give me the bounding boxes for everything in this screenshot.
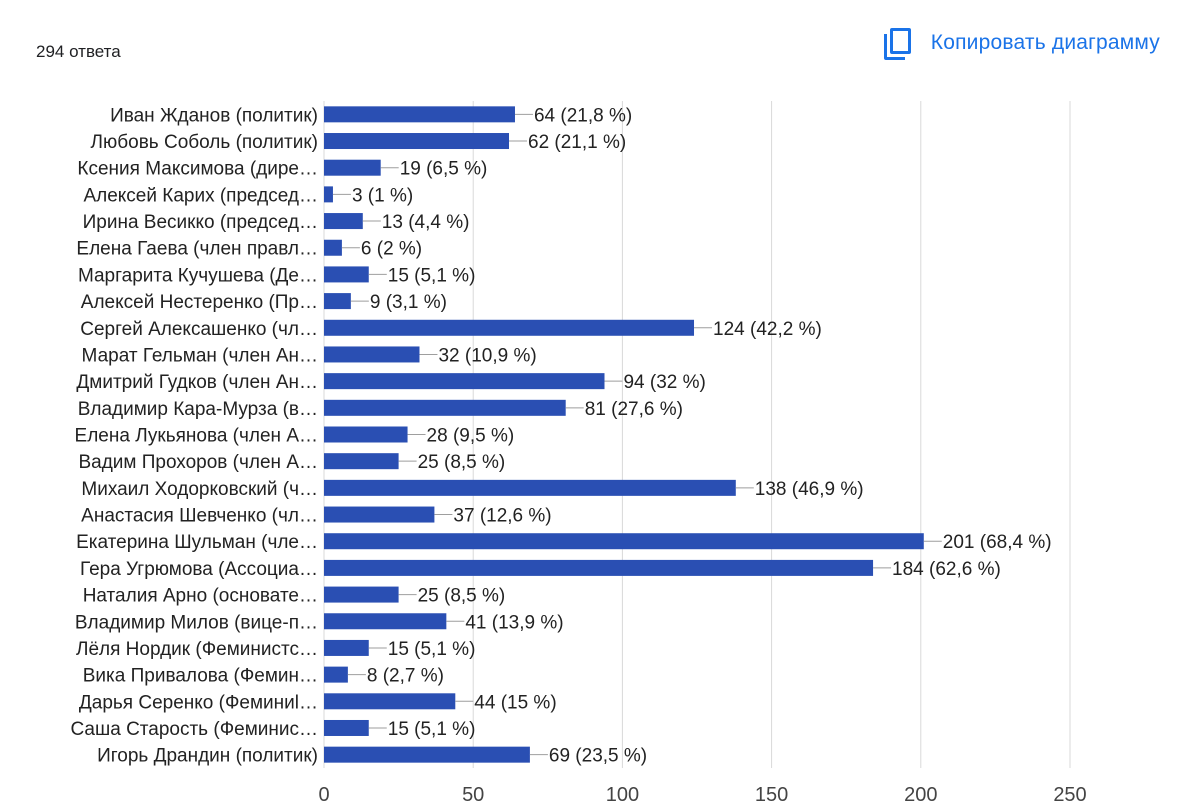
copy-chart-button[interactable]: Копировать диаграмму: [883, 26, 1160, 60]
bar: [324, 346, 420, 363]
category-label: Ирина Весикко (председ…: [83, 212, 318, 233]
data-label: 28 (9,5 %): [427, 426, 515, 447]
category-label: Михаил Ходорковский (ч…: [81, 479, 318, 500]
category-label: Лёля Нордик (Феминистс…: [76, 639, 318, 660]
category-label: Владимир Кара-Мурза (в…: [78, 399, 318, 420]
bar: [324, 639, 369, 656]
x-tick-label: 150: [755, 784, 788, 806]
data-label: 32 (10,9 %): [438, 345, 536, 366]
bar: [324, 133, 510, 150]
bar: [324, 613, 447, 630]
bar: [324, 399, 566, 416]
x-tick-label: 50: [462, 784, 484, 806]
category-label: Екатерина Шульман (чле…: [76, 532, 318, 553]
x-tick-label: 100: [606, 784, 639, 806]
data-label: 6 (2 %): [361, 239, 422, 260]
category-label: Маргарита Кучушева (Де…: [78, 265, 318, 286]
response-count: 294 ответа: [36, 42, 121, 61]
category-label: Дмитрий Гудков (член Ан…: [76, 372, 318, 393]
bar: [324, 239, 342, 256]
data-label: 62 (21,1 %): [528, 132, 626, 153]
category-label: Алексей Нестеренко (Пр…: [81, 292, 318, 313]
bar: [324, 666, 348, 683]
bar: [324, 186, 333, 203]
bar: [324, 479, 736, 496]
bar: [324, 693, 456, 710]
category-label: Иван Жданов (политик): [110, 105, 318, 126]
data-label: 81 (27,6 %): [585, 399, 683, 420]
data-label: 15 (5,1 %): [388, 265, 476, 286]
category-label: Дарья Серенко (Феминиl…: [79, 692, 318, 713]
bar: [324, 106, 515, 123]
data-label: 44 (15 %): [474, 692, 556, 713]
category-label: Марат Гельман (член Ан…: [82, 345, 318, 366]
x-tick-label: 250: [1053, 784, 1086, 806]
category-label: Владимир Милов (вице-п…: [75, 612, 318, 633]
bar: [324, 453, 399, 470]
bar: [324, 319, 695, 336]
category-label: Елена Лукьянова (член А…: [75, 426, 318, 447]
bar: [324, 266, 369, 283]
data-label: 41 (13,9 %): [465, 612, 563, 633]
category-label: Игорь Драндин (политик): [97, 746, 318, 767]
bar: [324, 159, 381, 176]
category-label: Наталия Арно (основате…: [83, 586, 318, 607]
data-label: 19 (6,5 %): [400, 159, 488, 180]
data-label: 64 (21,8 %): [534, 105, 632, 126]
category-label: Вика Привалова (Фемин…: [83, 666, 318, 687]
data-label: 37 (12,6 %): [453, 506, 551, 527]
category-label: Елена Гаева (член правл…: [76, 239, 318, 260]
copy-chart-label: Копировать диаграмму: [930, 31, 1160, 54]
copy-icon: [883, 28, 911, 60]
category-label: Саша Старость (Феминис…: [70, 719, 318, 740]
data-label: 138 (46,9 %): [755, 479, 864, 500]
category-label: Анастасия Шевченко (чл…: [81, 506, 318, 527]
data-label: 184 (62,6 %): [892, 559, 1001, 580]
data-label: 69 (23,5 %): [549, 746, 647, 767]
bar: [324, 373, 605, 390]
category-label: Гера Угрюмова (Ассоциа…: [80, 559, 318, 580]
data-label: 15 (5,1 %): [388, 639, 476, 660]
x-tick-label: 0: [318, 784, 329, 806]
bar: [324, 213, 363, 230]
data-label: 15 (5,1 %): [388, 719, 476, 740]
data-label: 3 (1 %): [352, 185, 413, 206]
data-label: 25 (8,5 %): [418, 452, 506, 473]
bar: [324, 426, 408, 443]
bar: [324, 586, 399, 603]
bar: [324, 533, 924, 550]
data-label: 9 (3,1 %): [370, 292, 447, 313]
data-label: 8 (2,7 %): [367, 666, 444, 687]
category-label: Любовь Соболь (политик): [91, 132, 318, 153]
category-label: Сергей Алексашенко (чл…: [80, 319, 318, 340]
category-label: Вадим Прохоров (член А…: [78, 452, 318, 473]
bar: [324, 719, 369, 736]
category-label: Ксения Максимова (дире…: [77, 159, 318, 180]
data-label: 13 (4,4 %): [382, 212, 470, 233]
bar: [324, 559, 874, 576]
bar: [324, 293, 351, 310]
data-label: 124 (42,2 %): [713, 319, 822, 340]
category-label: Алексей Карих (председ…: [83, 185, 318, 206]
data-label: 25 (8,5 %): [418, 586, 506, 607]
data-label: 201 (68,4 %): [943, 532, 1052, 553]
bar: [324, 506, 435, 523]
bar: [324, 746, 530, 763]
x-tick-label: 200: [904, 784, 937, 806]
data-label: 94 (32 %): [623, 372, 705, 393]
